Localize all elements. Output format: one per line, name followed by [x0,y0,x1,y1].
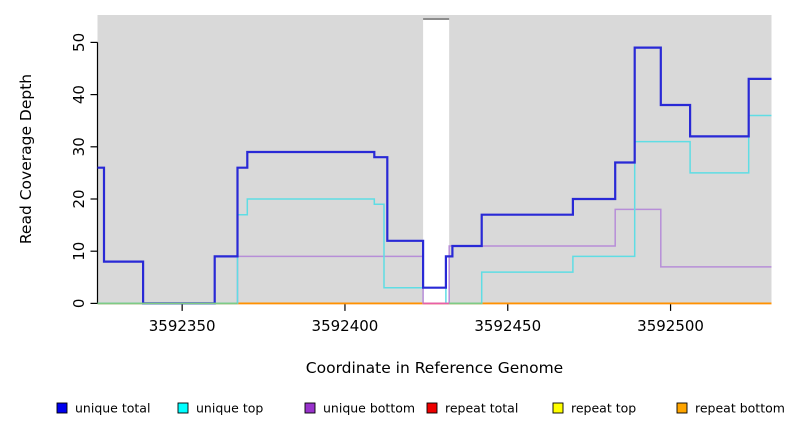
y-tick-label: 50 [70,33,88,52]
y-tick-label: 10 [70,242,88,261]
x-axis-title: Coordinate in Reference Genome [306,359,563,377]
legend-swatch-repeat-bottom [676,402,688,414]
y-tick-label: 40 [70,85,88,104]
legend-label-unique-top: unique top [196,401,263,416]
legend-label-unique-total: unique total [75,401,150,416]
series-unique-total-line [97,46,772,305]
legend-swatch-unique-top [177,402,189,414]
legend-label-repeat-total: repeat total [445,401,518,416]
x-tick-label: 3592400 [312,317,379,335]
y-tick-label: 20 [70,189,88,208]
x-tick-label: 3592500 [637,317,704,335]
y-axis-title: Read Coverage Depth [17,74,35,244]
legend-label-unique-bottom: unique bottom [323,401,415,416]
legend-label-repeat-bottom: repeat bottom [695,401,785,416]
axes: 0 10 20 30 40 50 3592350 3592400 3592450 3592500 [70,33,704,335]
legend-swatch-unique-bottom [304,402,316,414]
y-tick-label: 30 [70,137,88,156]
legend-swatch-repeat-top [552,402,564,414]
legend: unique total unique top unique bottom repea… [56,401,785,416]
x-tick-label: 3592450 [474,317,541,335]
legend-swatch-repeat-total [426,402,438,414]
legend-label-repeat-top: repeat top [571,401,636,416]
x-tick-label: 3592350 [149,317,216,335]
legend-swatch-unique-total [56,402,68,414]
y-tick-label: 0 [70,299,88,309]
